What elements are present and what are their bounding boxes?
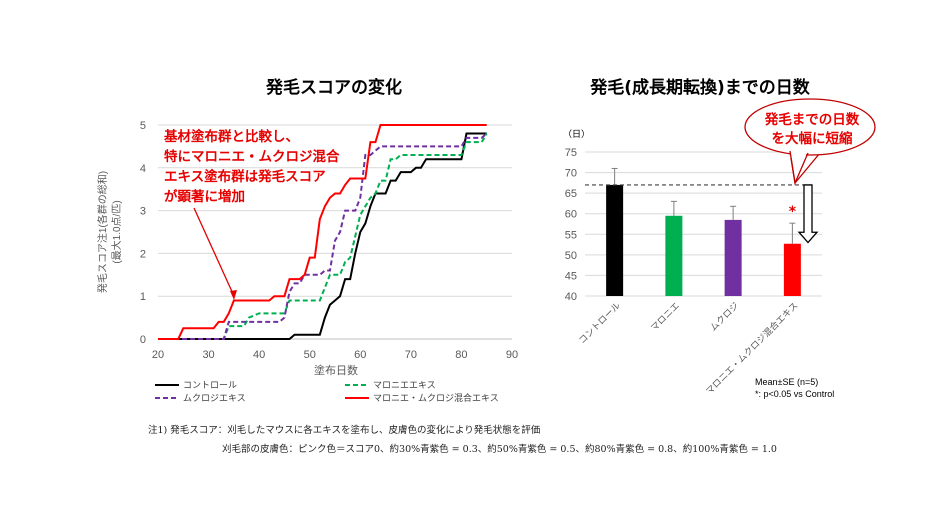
x-tick-label: 50: [304, 349, 316, 361]
note-line-2: 刈毛部の皮膚色：ピンク色＝スコア0、約30%青紫色 = 0.3、約50%青紫色 …: [222, 443, 777, 455]
y-tick-label: 60: [565, 209, 577, 221]
callout-bubble: 発毛までの日数 を大幅に短縮: [744, 98, 876, 186]
y-tick-label: 5: [140, 120, 146, 132]
series-line: [158, 132, 488, 340]
significance-marker: *: [789, 204, 797, 220]
bar: [724, 219, 742, 296]
series-line: [158, 124, 487, 340]
series-line: [158, 133, 488, 340]
y-tick-label: 4: [140, 163, 146, 175]
bar: [606, 184, 624, 296]
x-tick-label: 20: [152, 349, 164, 361]
series-line: [158, 132, 487, 340]
y-tick-label: 45: [565, 270, 577, 282]
footnote-stats: Mean±SE (n=5): [755, 377, 818, 387]
annotation-line: 基材塗布群と比較し、: [164, 128, 299, 145]
x-tick-label: マロニエ: [649, 300, 682, 333]
bar: [783, 243, 801, 296]
bubble-tail: [789, 150, 809, 186]
callout-line: を大幅に短縮: [772, 130, 853, 147]
y-tick-label: 40: [565, 291, 577, 303]
line-chart-title: 発毛スコアの変化: [265, 77, 402, 98]
bubble-join: [790, 150, 806, 158]
bar: [665, 215, 683, 296]
y-axis-label-unit: (最大1.0点/匹): [110, 200, 123, 263]
annotation: 基材塗布群と比較し、 特にマロニエ・ムクロジ混合 エキス塗布群は発毛スコア が顕…: [164, 128, 340, 300]
down-arrow-icon: [797, 184, 819, 244]
speech-bubble-body: [744, 98, 876, 156]
arrowhead-icon: [230, 290, 237, 300]
x-tick-label: 40: [253, 349, 265, 361]
y-tick-label: 55: [565, 229, 577, 241]
y-tick-label: 1: [140, 291, 146, 303]
legend-label: マロニエ・ムクロジ混合エキス: [373, 392, 499, 404]
callout-line: 発毛までの日数: [764, 111, 860, 128]
footnote-significance: *: p<0.05 vs Control: [755, 389, 834, 399]
x-axis-label: 塗布日数: [314, 363, 358, 377]
y-tick-label: 0: [140, 334, 146, 346]
note-line-1: 注1) 発毛スコア：刈毛したマウスに各エキスを塗布し、皮膚色の変化により発毛状態…: [148, 424, 541, 436]
annotation-line: エキス塗布群は発毛スコア: [164, 168, 326, 185]
y-tick-label: 3: [140, 206, 146, 218]
bar-chart-title: 発毛(成長期転換)までの日数: [589, 77, 811, 98]
y-tick-label: 75: [565, 147, 577, 159]
y-tick-label: 2: [140, 248, 146, 260]
annotation-arrow: [193, 207, 235, 297]
legend-label: コントロール: [183, 381, 237, 391]
x-tick-label: 30: [202, 349, 214, 361]
x-tick-label: ムクロジ: [708, 300, 741, 333]
line-chart: 発毛スコアの変化 0 1 2 3 4 5 20 30 40 50 60 70 80 90 塗布日数 発毛…: [96, 77, 518, 404]
annotation-line: 特にマロニエ・ムクロジ混合: [164, 148, 340, 165]
y-tick-label: 70: [565, 168, 577, 180]
x-tick-label: 90: [506, 349, 518, 361]
annotation-line: が顕著に増加: [164, 188, 245, 205]
legend-label: ムクロジエキス: [183, 393, 246, 404]
x-tick-label: コントロール: [577, 300, 622, 345]
y-axis-label: 発毛スコア注1(各群の総和): [96, 171, 109, 293]
y-tick-label: 50: [565, 250, 577, 262]
x-tick-label: 80: [455, 349, 467, 361]
x-tick-label: 60: [354, 349, 366, 361]
y-tick-label: 65: [565, 188, 577, 200]
x-tick-label: 70: [405, 349, 417, 361]
y-axis-unit: （日）: [563, 129, 590, 139]
legend-label: マロニエエキス: [373, 381, 436, 391]
bar-chart: 発毛(成長期転換)までの日数 （日） 40 45 50 55 60 65 70 75 コントロ…: [563, 77, 876, 399]
